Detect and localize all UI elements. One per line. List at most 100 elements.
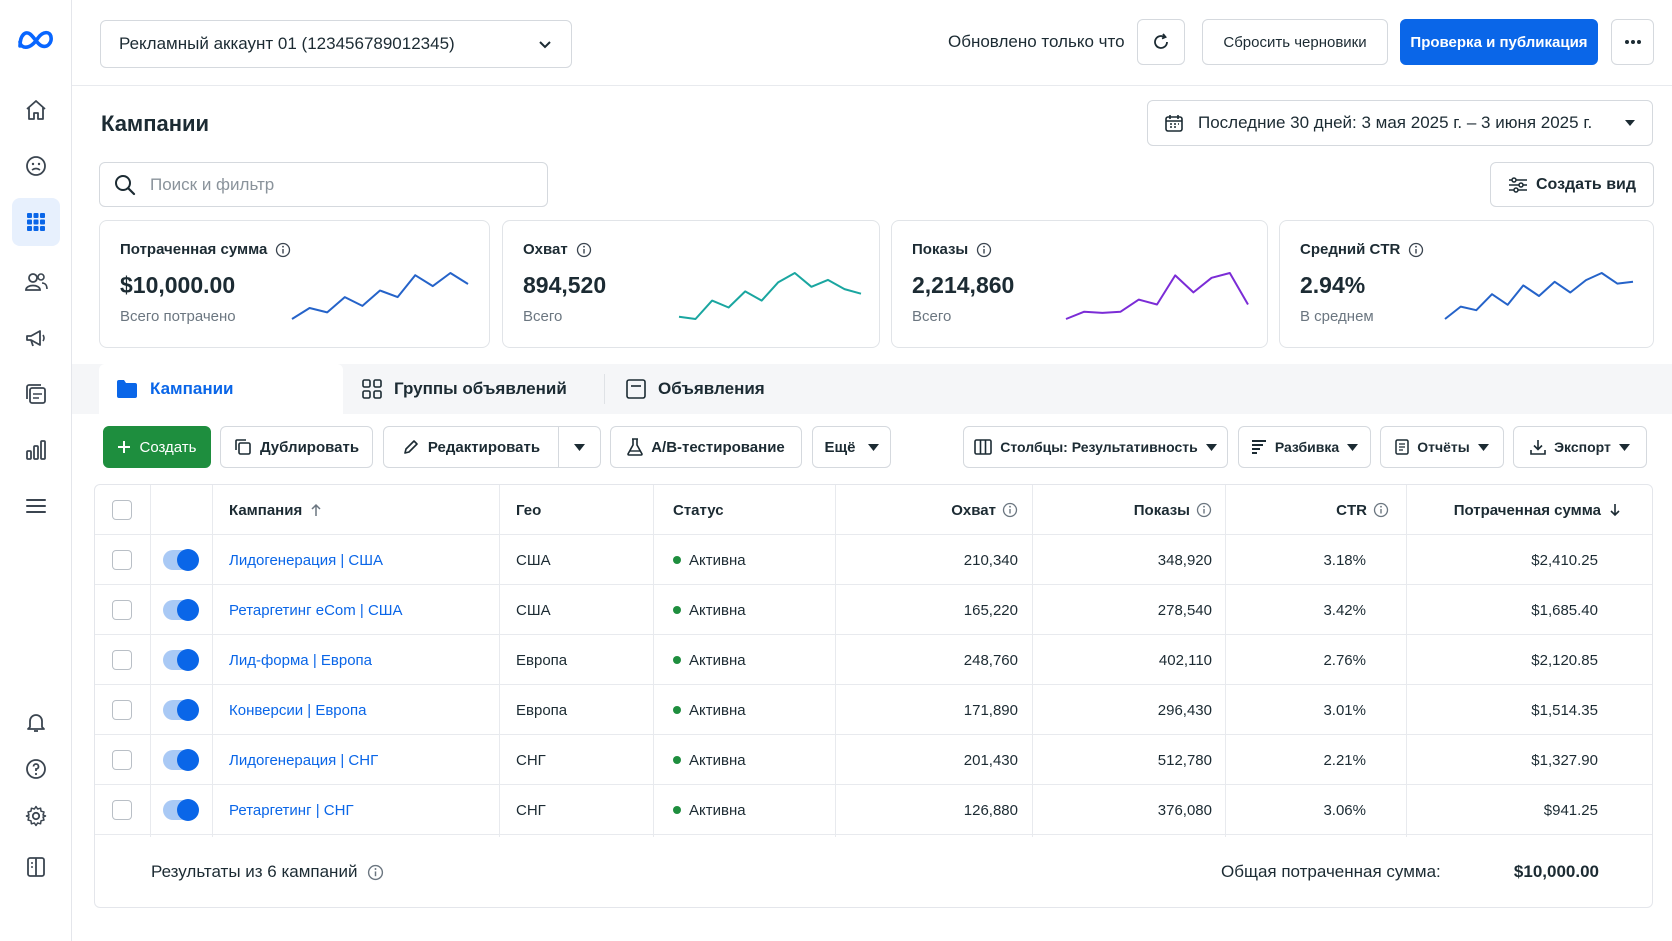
table-row[interactable]: Лидогенерация | США США Активна 210,340 … bbox=[95, 535, 1652, 585]
toggle-cell bbox=[163, 535, 199, 585]
breakdown-button[interactable]: Разбивка bbox=[1238, 426, 1371, 468]
column-header-reach[interactable]: Охват bbox=[835, 485, 1018, 535]
edit-button[interactable]: Редактировать bbox=[383, 426, 559, 468]
toggle-cell bbox=[163, 585, 199, 635]
row-checkbox[interactable] bbox=[112, 700, 132, 720]
search-input[interactable] bbox=[150, 174, 510, 195]
home-icon[interactable] bbox=[12, 86, 60, 134]
row-checkbox[interactable] bbox=[112, 750, 132, 770]
column-divider bbox=[1225, 485, 1226, 837]
row-checkbox[interactable] bbox=[112, 800, 132, 820]
info-icon[interactable] bbox=[976, 242, 992, 258]
megaphone-icon[interactable] bbox=[12, 314, 60, 362]
row-checkbox[interactable] bbox=[112, 550, 132, 570]
notifications-bell-icon[interactable] bbox=[12, 698, 60, 746]
help-icon[interactable] bbox=[12, 745, 60, 793]
info-icon[interactable] bbox=[1002, 502, 1018, 518]
sidebar-toggle-icon[interactable] bbox=[12, 843, 60, 891]
duplicate-button[interactable]: Дублировать bbox=[220, 426, 373, 468]
column-header-impressions[interactable]: Показы bbox=[1032, 485, 1212, 535]
table-row[interactable]: Лидогенерация | СНГ СНГ Активна 201,430 … bbox=[95, 735, 1652, 785]
campaign-name-link[interactable]: Лидогенерация | СНГ bbox=[229, 751, 379, 769]
tab-ads[interactable]: Объявления bbox=[626, 364, 765, 414]
campaign-toggle[interactable] bbox=[163, 549, 199, 571]
reports-button[interactable]: Отчёты bbox=[1380, 426, 1504, 468]
column-header-ctr[interactable]: CTR bbox=[1225, 485, 1389, 535]
info-icon[interactable] bbox=[275, 242, 291, 258]
content-icon[interactable] bbox=[12, 370, 60, 418]
campaign-toggle[interactable] bbox=[163, 699, 199, 721]
metric-label: Средний CTR bbox=[1300, 241, 1401, 258]
create-view-label: Создать вид bbox=[1535, 175, 1637, 193]
review-publish-button[interactable]: Проверка и публикация bbox=[1400, 19, 1598, 65]
info-icon[interactable] bbox=[1196, 502, 1212, 518]
header-label: Потраченная сумма bbox=[1453, 501, 1601, 519]
table-footer: Результаты из 6 кампаний Общая потраченн… bbox=[151, 837, 1651, 907]
info-icon[interactable] bbox=[1408, 242, 1424, 258]
more-options-button[interactable] bbox=[1611, 19, 1654, 65]
campaign-name-link[interactable]: Лид-форма | Европа bbox=[229, 651, 373, 669]
ad-account-selector[interactable]: Рекламный аккаунт 01 (123456789012345) bbox=[100, 20, 572, 68]
audiences-icon[interactable] bbox=[12, 258, 60, 306]
campaigns-table: Кампания Гео Статус Охват Показы CTR Пот… bbox=[94, 484, 1653, 908]
column-divider bbox=[835, 485, 836, 837]
columns-label: Столбцы: Результативность bbox=[1000, 439, 1198, 455]
table-row[interactable]: Ретаргетинг eCom | США США Активна 165,2… bbox=[95, 585, 1652, 635]
info-icon[interactable] bbox=[1373, 502, 1389, 518]
tab-ad-sets[interactable]: Группы объявлений bbox=[362, 364, 567, 414]
create-view-button[interactable]: Создать вид bbox=[1490, 162, 1654, 207]
table-row[interactable]: Лид-форма | Европа Европа Активна 248,76… bbox=[95, 635, 1652, 685]
campaign-name-link[interactable]: Конверсии | Европа bbox=[229, 701, 367, 719]
create-label: Создать bbox=[139, 438, 197, 456]
status-cell: Активна bbox=[673, 585, 746, 635]
reports-label: Отчёты bbox=[1417, 439, 1470, 455]
info-icon[interactable] bbox=[576, 242, 592, 258]
campaign-name-link[interactable]: Лидогенерация | США bbox=[229, 551, 384, 569]
column-header-spent[interactable]: Потраченная сумма bbox=[1406, 485, 1621, 535]
ads-manager-grid-icon[interactable] bbox=[12, 198, 60, 246]
spent-cell: $1,685.40 bbox=[1531, 601, 1598, 619]
more-button[interactable]: Ещё bbox=[812, 426, 891, 468]
campaign-toggle[interactable] bbox=[163, 599, 199, 621]
column-header-geo[interactable]: Гео bbox=[516, 501, 542, 519]
row-checkbox[interactable] bbox=[112, 650, 132, 670]
account-status-icon[interactable] bbox=[12, 142, 60, 190]
tab-label: Объявления bbox=[658, 379, 765, 398]
metric-subtext: Всего bbox=[912, 308, 952, 325]
updated-status: Обновлено только что bbox=[948, 32, 1125, 51]
refresh-icon bbox=[1154, 33, 1168, 49]
metric-subtext: В среднем bbox=[1300, 308, 1374, 325]
campaign-toggle[interactable] bbox=[163, 799, 199, 821]
columns-button[interactable]: Столбцы: Результативность bbox=[963, 426, 1228, 468]
sort-descending-icon bbox=[1610, 504, 1620, 517]
reset-drafts-button[interactable]: Сбросить черновики bbox=[1202, 19, 1388, 65]
campaign-toggle[interactable] bbox=[163, 649, 199, 671]
spent-cell: $1,327.90 bbox=[1531, 751, 1598, 769]
settings-gear-icon[interactable] bbox=[12, 792, 60, 840]
status-cell: Активна bbox=[673, 535, 746, 585]
meta-logo-icon[interactable] bbox=[12, 16, 60, 64]
column-header-status[interactable]: Статус bbox=[673, 501, 724, 519]
caret-down-icon bbox=[1205, 443, 1217, 451]
table-row[interactable]: Конверсии | Европа Европа Активна 171,89… bbox=[95, 685, 1652, 735]
search-filter[interactable] bbox=[99, 162, 548, 207]
export-button[interactable]: Экспорт bbox=[1513, 426, 1647, 468]
menu-icon[interactable] bbox=[12, 482, 60, 530]
create-button[interactable]: Создать bbox=[103, 426, 211, 468]
row-checkbox[interactable] bbox=[112, 600, 132, 620]
footer-total-value: $10,000.00 bbox=[1513, 862, 1599, 881]
column-header-campaign[interactable]: Кампания bbox=[229, 485, 322, 535]
sparkline bbox=[1065, 272, 1249, 320]
refresh-button[interactable] bbox=[1137, 19, 1185, 65]
campaign-name-link[interactable]: Ретаргетинг | СНГ bbox=[229, 801, 354, 819]
ab-test-button[interactable]: A/B-тестирование bbox=[610, 426, 802, 468]
analytics-icon[interactable] bbox=[12, 426, 60, 474]
tab-campaigns[interactable]: Кампании bbox=[99, 364, 343, 414]
select-all-checkbox[interactable] bbox=[112, 500, 132, 520]
campaign-name-link[interactable]: Ретаргетинг eCom | США bbox=[229, 601, 403, 619]
table-row[interactable]: Ретаргетинг | СНГ СНГ Активна 126,880 37… bbox=[95, 785, 1652, 835]
campaign-toggle[interactable] bbox=[163, 749, 199, 771]
date-range-picker[interactable]: Последние 30 дней: 3 мая 2025 г. – 3 июн… bbox=[1147, 100, 1653, 146]
info-icon[interactable] bbox=[367, 864, 384, 881]
edit-dropdown-button[interactable] bbox=[558, 426, 601, 468]
